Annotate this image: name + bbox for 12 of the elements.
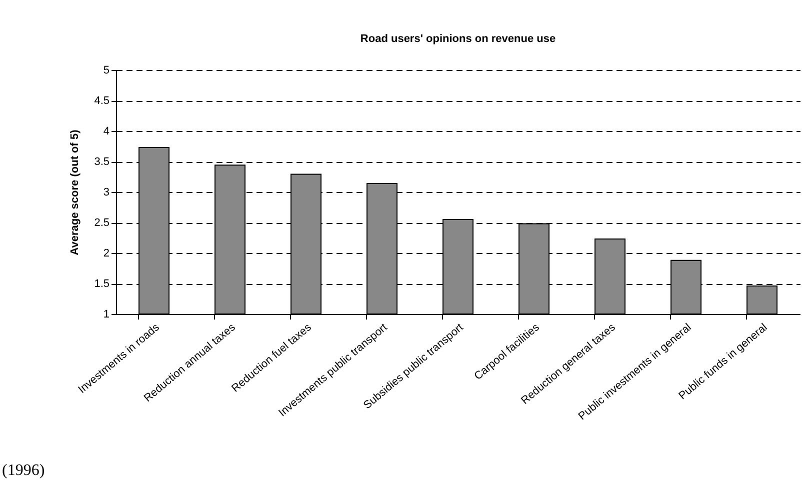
y-tick-label: 3 bbox=[103, 186, 110, 198]
y-tick-label: 3.5 bbox=[94, 156, 110, 168]
y-tick-label: 4.5 bbox=[94, 95, 110, 107]
y-tick-label: 2.5 bbox=[94, 217, 110, 229]
y-tick-label: 4 bbox=[103, 126, 110, 138]
y-tick-label: 5 bbox=[103, 64, 110, 76]
y-tick-label: 2 bbox=[103, 248, 110, 260]
text: (1996) bbox=[2, 462, 45, 480]
chart-title: Road users' opinions on revenue use bbox=[360, 33, 556, 45]
y-tick-label: 1 bbox=[103, 308, 110, 320]
y-axis-title: Average score (out of 5) bbox=[69, 129, 82, 256]
y-tick-label: 1.5 bbox=[94, 278, 110, 290]
